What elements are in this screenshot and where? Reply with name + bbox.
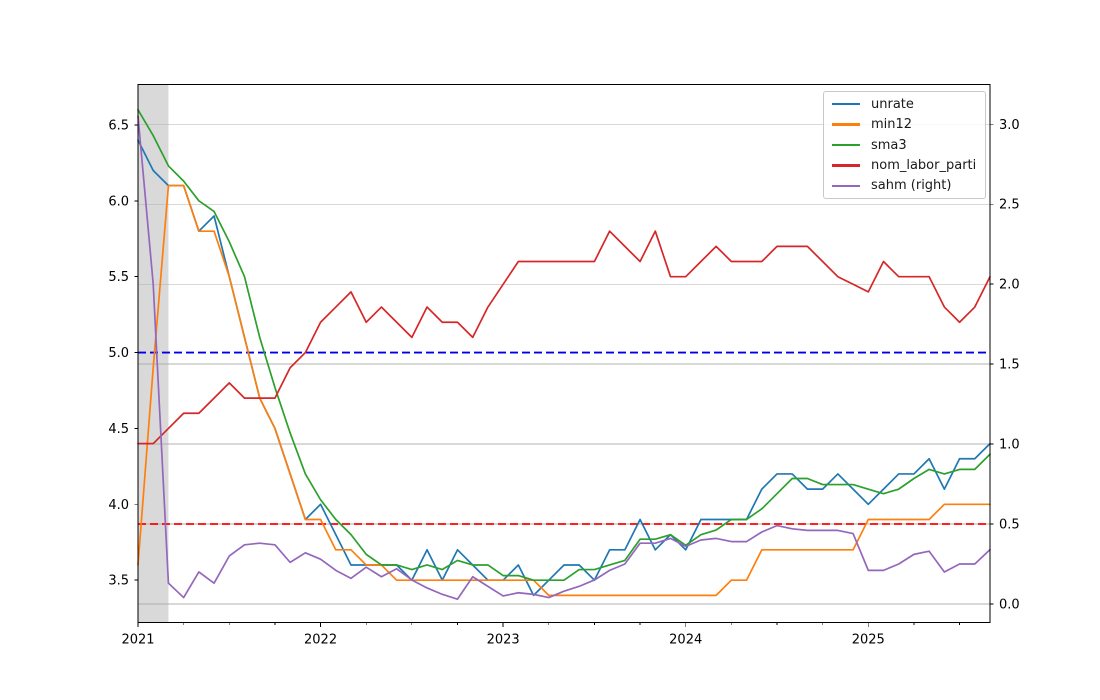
legend-label-unrate: unrate [871,96,914,112]
legend-item-min12: min12 [832,114,977,134]
right-tick-label: 1.5 [999,358,1020,373]
legend-swatch-sma3 [832,143,860,147]
x-tick-label: 2021 [121,633,154,648]
right-tick-label: 3.0 [999,118,1020,133]
legend-item-unrate: unrate [832,94,977,114]
legend-label-sahm: sahm (right) [871,178,952,194]
legend: unrate min12 sma3 nom_labor_parti sahm (… [823,91,986,199]
legend-item-nom-labor-parti: nom_labor_parti [832,155,977,175]
plot-frame [137,83,991,623]
right-tick-label: 2.5 [999,198,1020,213]
legend-label-sma3: sma3 [871,137,907,153]
series-line-sma3 [137,108,991,582]
right-tick-label: 0.0 [999,597,1020,612]
left-tick-label: 4.5 [108,422,129,437]
legend-swatch-min12 [832,123,860,126]
right-tick-label: 2.0 [999,278,1020,293]
x-tick-label: 2023 [487,633,520,648]
x-tick-label: 2024 [669,633,702,648]
series-line-nom-labor-parti [137,230,991,445]
right-tick-label: 1.0 [999,438,1020,453]
legend-item-sahm: sahm (right) [832,176,977,196]
x-tick-label: 2022 [304,633,337,648]
left-tick-label: 6.5 [108,118,129,133]
legend-label-min12: min12 [871,117,913,133]
legend-swatch-nom-labor-parti [832,164,860,167]
legend-swatch-sahm [832,184,860,188]
left-tick-label: 4.0 [108,498,129,513]
x-tick-label: 2025 [852,633,885,648]
series-line-unrate [137,139,991,597]
series-line-sahm-right- [137,115,991,601]
legend-item-sma3: sma3 [832,135,977,155]
left-tick-label: 6.0 [108,194,129,209]
left-tick-label: 5.0 [108,346,129,361]
legend-swatch-unrate [832,103,860,106]
series-line-min12 [137,184,991,597]
left-tick-label: 5.5 [108,270,129,285]
right-tick-label: 0.5 [999,518,1020,533]
legend-label-nom-labor-parti: nom_labor_parti [871,157,977,173]
left-tick-label: 3.5 [108,574,129,589]
